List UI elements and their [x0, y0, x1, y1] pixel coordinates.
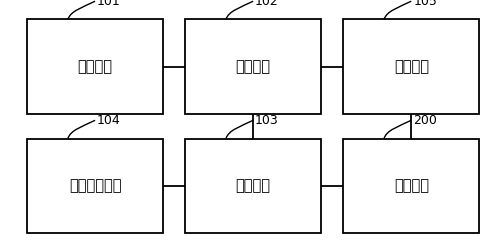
Text: 101: 101: [97, 0, 121, 8]
Bar: [343, 139, 479, 233]
Text: 200: 200: [413, 114, 437, 127]
Text: 试验样品: 试验样品: [394, 178, 429, 193]
Text: 波形显示装置: 波形显示装置: [69, 178, 122, 193]
Bar: [27, 139, 163, 233]
Text: 试验样品: 试验样品: [394, 59, 429, 74]
Text: 直流电源: 直流电源: [236, 59, 271, 74]
Text: 控制装置: 控制装置: [78, 59, 113, 74]
Bar: [27, 19, 163, 114]
Text: 103: 103: [255, 114, 279, 127]
Bar: [185, 19, 321, 114]
Text: 功率开关: 功率开关: [236, 178, 271, 193]
Text: 102: 102: [255, 0, 279, 8]
Text: 105: 105: [413, 0, 437, 8]
Bar: [343, 19, 479, 114]
Text: 104: 104: [97, 114, 121, 127]
Bar: [185, 139, 321, 233]
